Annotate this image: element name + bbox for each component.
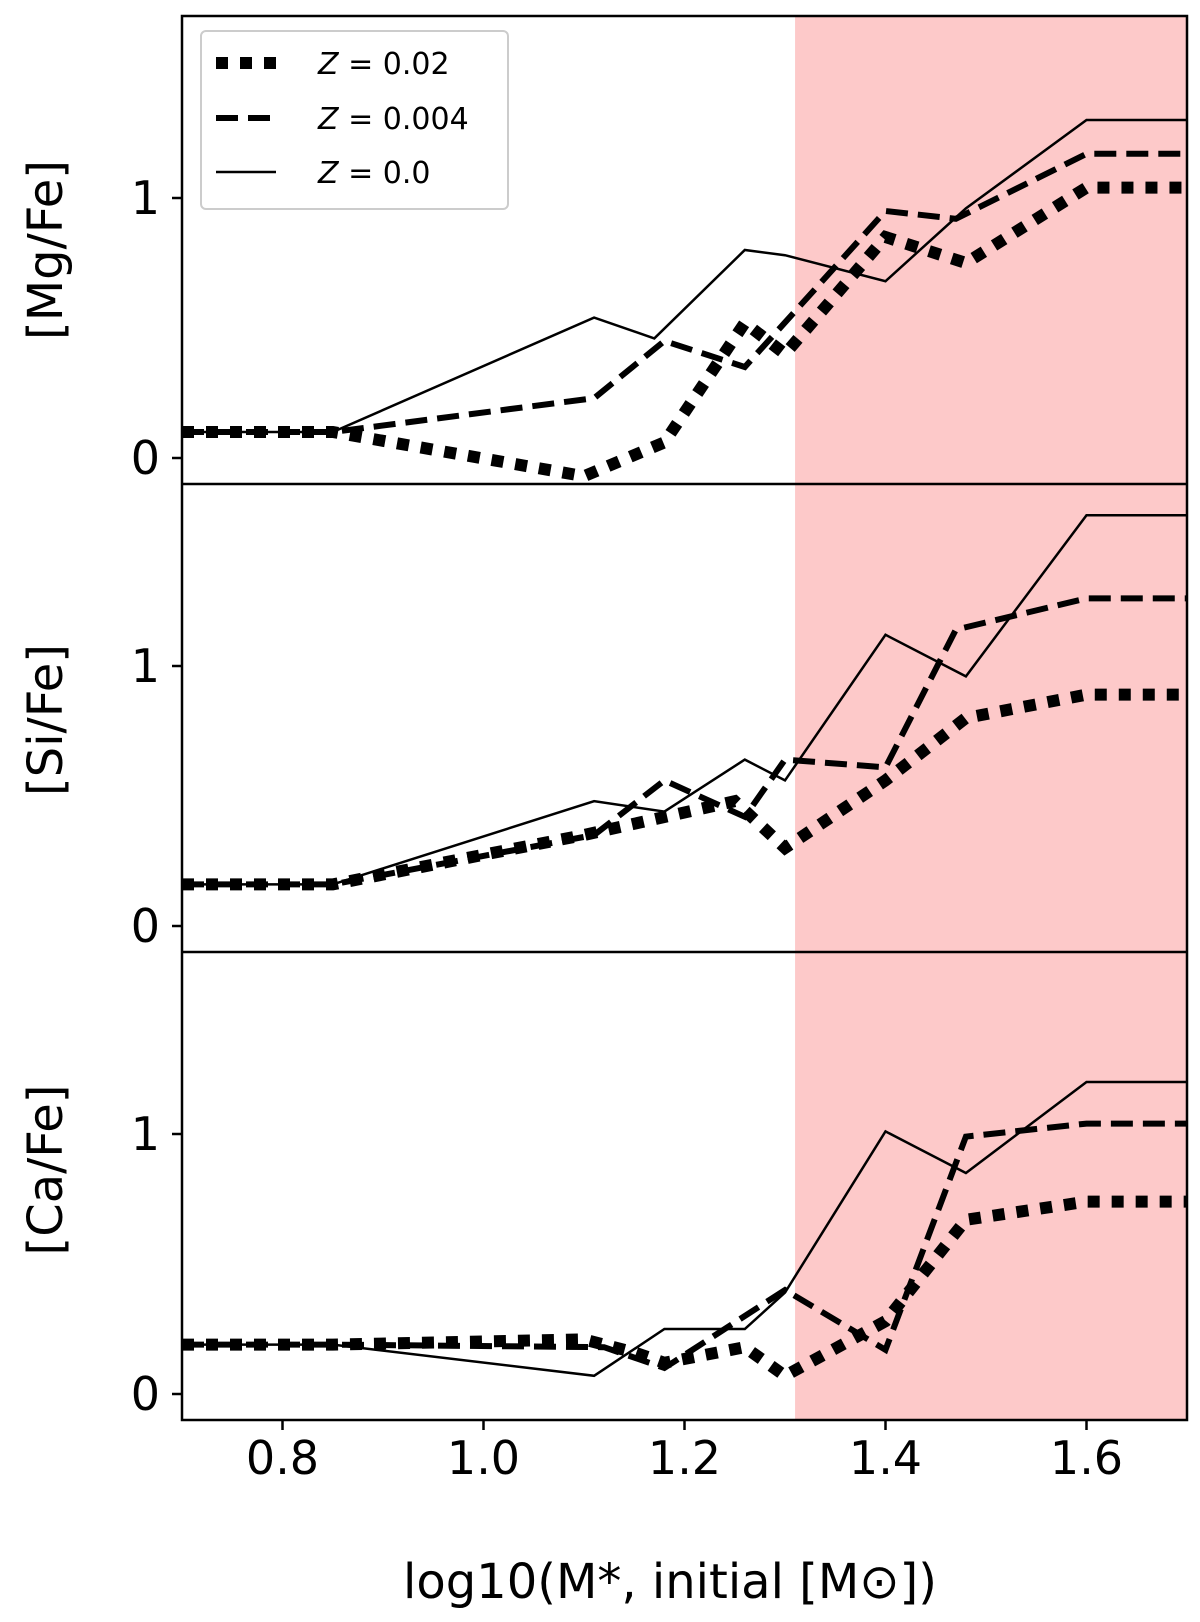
x-tick-label: 1.0 — [447, 1431, 520, 1485]
x-tick-label: 1.2 — [648, 1431, 721, 1485]
plot-area: 01 01 01 0.8 1.0 1.2 1.4 1.6 — [131, 14, 1189, 1485]
y-axis-labels: [Mg/Fe] [Si/Fe] [Ca/Fe] — [18, 160, 74, 1256]
series-line-dashed — [182, 1120, 1187, 1372]
y-tick-label: 1 — [131, 639, 160, 693]
y-tick-label: 1 — [131, 171, 160, 225]
y-label-si-fe: [Si/Fe] — [18, 644, 74, 796]
x-tick-label: 1.4 — [849, 1431, 922, 1485]
series-line-solid — [182, 118, 1187, 434]
shaded-region — [795, 16, 1187, 1420]
y-tick-label: 1 — [131, 1107, 160, 1161]
y-tick-label: 0 — [131, 1367, 160, 1421]
x-axis-label: log10(M*, initial [M⊙]) — [403, 1554, 937, 1610]
panel-si-fe: 01 — [131, 513, 1187, 953]
series-line-dotted — [182, 1195, 1187, 1383]
legend-box — [200, 30, 509, 210]
legend: Z = 0.02 Z = 0.004 Z = 0.0 — [200, 30, 509, 210]
y-tick-label: 0 — [131, 899, 160, 953]
series-line-dotted — [182, 688, 1187, 891]
y-label-mg-fe: [Mg/Fe] — [18, 160, 74, 340]
series-line-solid — [182, 513, 1187, 886]
legend-label-dashed: Z = 0.004 — [317, 102, 469, 137]
series-line-dashed — [182, 150, 1187, 435]
legend-label-solid: Z = 0.0 — [317, 156, 431, 191]
series-line-dashed — [182, 595, 1187, 888]
series-line-solid — [182, 1080, 1187, 1378]
y-label-ca-fe: [Ca/Fe] — [18, 1084, 74, 1255]
legend-label-dotted: Z = 0.02 — [317, 47, 450, 82]
x-tick-label: 0.8 — [246, 1431, 319, 1485]
panel-mg-fe: 01 — [131, 118, 1187, 485]
panel-ca-fe: 01 — [131, 1080, 1187, 1421]
x-axis: 0.8 1.0 1.2 1.4 1.6 — [246, 1420, 1123, 1485]
y-tick-label: 0 — [131, 431, 160, 485]
x-tick-label: 1.6 — [1050, 1431, 1123, 1485]
